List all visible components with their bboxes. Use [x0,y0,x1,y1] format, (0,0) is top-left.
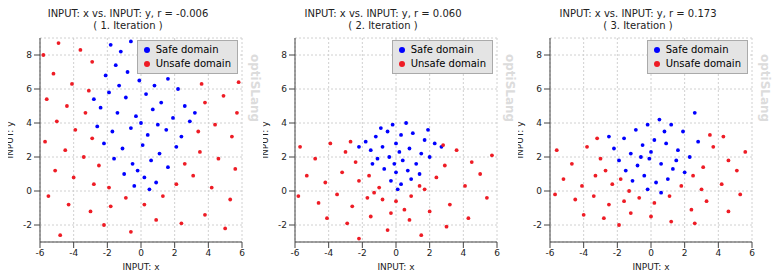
html-text:( 2. Iteration ): ( 2. Iteration ) [348,20,418,31]
svg-text:-4: -4 [324,248,333,258]
svg-text:-6: -6 [546,248,555,258]
svg-text:-2: -2 [103,248,112,258]
html-text:optiSLang: optiSLang [248,54,262,123]
svg-text:-2: -2 [278,220,287,230]
html-text:INPUT: x vs. INPUT: y, r = 0.1: INPUT: x vs. INPUT: y, r = 0.173 [559,8,717,19]
svg-text:6: 6 [281,84,287,94]
html-text:INPUT: x vs. INPUT: y, r = 0.0: INPUT: x vs. INPUT: y, r = 0.060 [304,8,462,19]
html-text:( 3. Iteration ): ( 3. Iteration ) [603,20,673,31]
svg-text:6: 6 [494,248,500,258]
svg-text:8: 8 [26,50,32,60]
html-text:Safe domain: Safe domain [665,44,729,55]
svg-text:0: 0 [648,248,654,258]
svg-text:INPUT: x: INPUT: x [632,262,670,270]
svg-text:INPUT: x: INPUT: x [377,262,415,270]
svg-text:0: 0 [393,248,399,258]
html-text:Unsafe domain: Unsafe domain [410,58,486,69]
svg-text:8: 8 [536,50,542,60]
svg-text:0: 0 [26,186,32,196]
html-text:Unsafe domain: Unsafe domain [155,58,231,69]
html-text:Safe domain: Safe domain [155,44,219,55]
svg-text:4: 4 [536,118,542,128]
svg-text:2: 2 [682,248,688,258]
svg-text:0: 0 [281,186,287,196]
svg-text:-2: -2 [533,220,542,230]
svg-text:6: 6 [239,248,245,258]
svg-text:6: 6 [749,248,755,258]
svg-text:8: 8 [281,50,287,60]
svg-text:-4: -4 [69,248,78,258]
svg-text:6: 6 [26,84,32,94]
svg-text:-4: -4 [579,248,588,258]
svg-text:INPUT: y: INPUT: y [8,121,15,159]
svg-text:-6: -6 [291,248,300,258]
html-text:Unsafe domain: Unsafe domain [665,58,741,69]
svg-text:2: 2 [172,248,178,258]
html-text:( 1. Iteration ): ( 1. Iteration ) [93,20,163,31]
svg-text:4: 4 [715,248,721,258]
svg-text:-6: -6 [36,248,45,258]
svg-text:-2: -2 [23,220,32,230]
svg-text:INPUT: y: INPUT: y [263,121,270,159]
html-text:optiSLang: optiSLang [758,54,772,123]
svg-text:4: 4 [281,118,287,128]
svg-text:4: 4 [26,118,32,128]
svg-text:2: 2 [26,152,32,162]
svg-text:2: 2 [281,152,287,162]
svg-text:2: 2 [536,152,542,162]
svg-text:INPUT: x: INPUT: x [122,262,160,270]
svg-text:0: 0 [138,248,144,258]
svg-text:4: 4 [460,248,466,258]
svg-text:4: 4 [205,248,211,258]
svg-text:INPUT: y: INPUT: y [518,121,525,159]
html-text:Safe domain: Safe domain [410,44,474,55]
svg-text:0: 0 [536,186,542,196]
svg-text:-2: -2 [358,248,367,258]
html-text:INPUT: x vs. INPUT: y, r = -0.: INPUT: x vs. INPUT: y, r = -0.006 [47,8,209,19]
html-text:optiSLang: optiSLang [503,54,517,123]
svg-text:2: 2 [427,248,433,258]
svg-text:-2: -2 [613,248,622,258]
svg-text:6: 6 [536,84,542,94]
